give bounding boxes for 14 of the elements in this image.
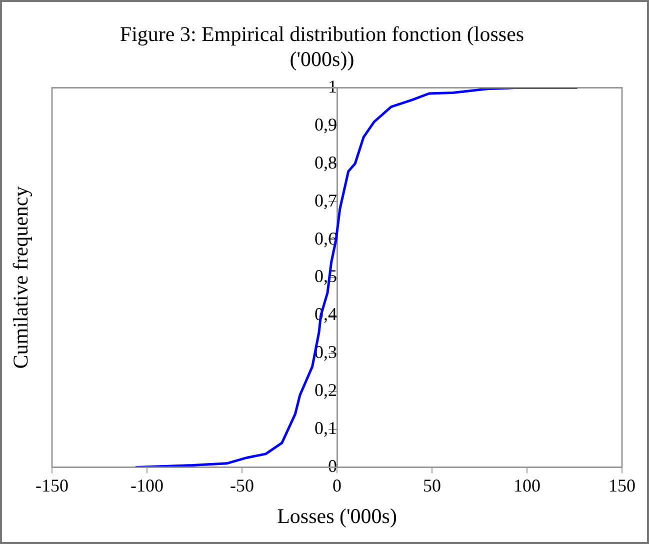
x-tick-label: 150 bbox=[608, 476, 636, 496]
x-tick-label: -100 bbox=[130, 476, 164, 496]
x-tick-label: 50 bbox=[423, 476, 441, 496]
y-tick-label: 0,2 bbox=[314, 380, 337, 400]
y-tick-label: 0,1 bbox=[314, 418, 337, 438]
y-tick-label: 0,7 bbox=[314, 190, 337, 210]
x-tick-label: 100 bbox=[514, 476, 540, 496]
x-tick-label: -50 bbox=[230, 476, 254, 496]
y-axis-title: Cumilative frequency bbox=[8, 186, 33, 369]
y-tick-label: 0,9 bbox=[314, 114, 337, 134]
chart-title: Figure 3: Empirical distribution fonction (losses ('000s)) bbox=[118, 22, 526, 72]
x-axis-title: Losses ('000s) bbox=[277, 504, 397, 528]
y-tick-label: 0,8 bbox=[314, 152, 337, 172]
x-tick-label: -150 bbox=[36, 476, 68, 496]
